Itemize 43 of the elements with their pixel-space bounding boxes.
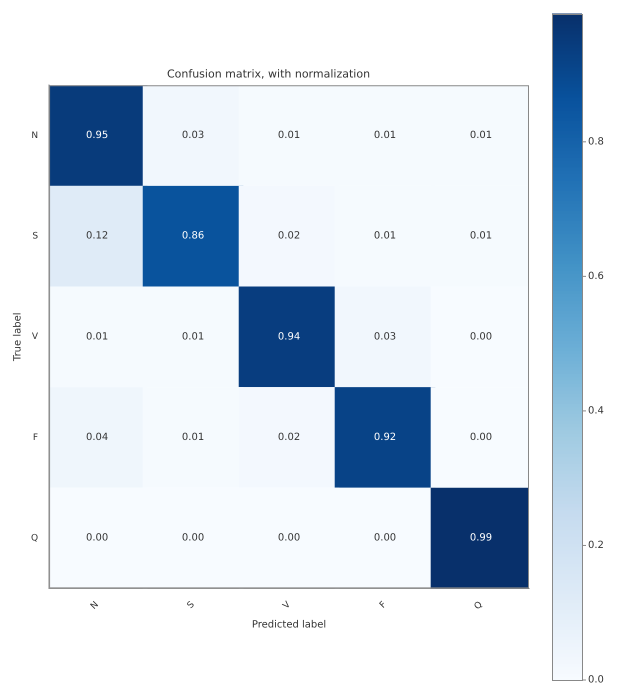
data-label: 0.00	[278, 532, 300, 544]
data-label: 0.03	[374, 331, 396, 342]
y-tick-label: Q	[30, 533, 38, 544]
y-tick-label: F	[32, 432, 38, 443]
data-label: 0.03	[182, 130, 204, 142]
data-label: 0.02	[278, 432, 300, 443]
data-label: 0.00	[470, 331, 492, 342]
data-label: 0.99	[470, 532, 492, 544]
color-bar-label: 0.8	[588, 136, 604, 148]
color-bar-label: 0.2	[588, 540, 604, 552]
x-tick-label: S	[186, 600, 198, 611]
chart-title: Confusion matrix, with normalization	[166, 67, 370, 80]
data-label: 0.01	[374, 230, 396, 242]
data-label: 0.00	[470, 432, 492, 443]
data-label: 0.02	[278, 230, 300, 242]
data-label: 0.01	[182, 432, 204, 443]
data-label: 0.01	[470, 130, 492, 142]
color-bar-label: 0.0	[588, 674, 604, 686]
color-bar-label: 0.4	[588, 406, 604, 417]
data-label: 0.00	[86, 532, 108, 544]
x-axis-title: Predicted label	[252, 620, 326, 631]
y-tick-label: S	[32, 231, 38, 242]
data-label: 0.04	[86, 432, 108, 443]
data-label: 0.01	[278, 130, 300, 142]
y-tick-label: N	[31, 130, 38, 141]
data-label: 0.01	[182, 331, 204, 342]
data-label: 0.95	[86, 130, 108, 142]
data-label: 0.01	[470, 230, 492, 242]
data-label: 0.01	[374, 130, 396, 142]
data-label: 0.01	[86, 331, 108, 342]
x-tick-label: Q	[472, 600, 485, 612]
data-label: 0.12	[86, 230, 108, 242]
data-label: 0.00	[182, 532, 204, 544]
y-axis-title: True label	[12, 312, 24, 362]
data-label: 0.94	[278, 331, 300, 342]
y-tick-label: V	[32, 332, 39, 342]
x-tick-label: F	[378, 600, 389, 611]
data-label: 0.92	[374, 432, 396, 443]
color-bar-label: 0.6	[588, 270, 604, 282]
data-label: 0.00	[374, 532, 396, 544]
data-label: 0.86	[182, 230, 204, 242]
x-tick-label: N	[89, 600, 101, 612]
x-tick-label: V	[281, 599, 294, 612]
